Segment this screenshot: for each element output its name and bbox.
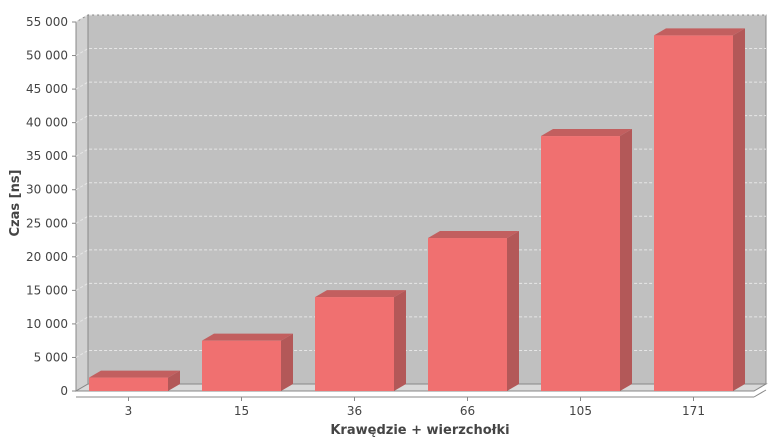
bar-side bbox=[281, 333, 293, 391]
bar bbox=[89, 370, 180, 391]
bar bbox=[541, 129, 632, 391]
bar-front bbox=[315, 297, 394, 391]
bar-front bbox=[202, 340, 281, 391]
bar bbox=[654, 28, 745, 391]
bar-top bbox=[89, 370, 180, 378]
bar-front bbox=[654, 35, 733, 391]
y-axis-title: Czas [ns] bbox=[8, 169, 23, 236]
y-tick-label: 45 000 bbox=[26, 82, 68, 96]
x-tick-label: 3 bbox=[125, 404, 133, 418]
x-tick-label: 105 bbox=[569, 404, 592, 418]
bar-side bbox=[394, 290, 406, 391]
y-tick-label: 5 000 bbox=[34, 350, 68, 364]
bar bbox=[202, 333, 293, 391]
bar-top bbox=[654, 28, 745, 36]
y-tick-label: 55 000 bbox=[26, 15, 68, 29]
bars bbox=[89, 28, 745, 391]
gridline bbox=[75, 349, 766, 358]
gridline bbox=[75, 14, 766, 23]
y-tick-label: 50 000 bbox=[26, 49, 68, 63]
y-tick-label: 0 bbox=[60, 384, 68, 398]
bar-side bbox=[507, 231, 519, 391]
y-tick-label: 40 000 bbox=[26, 116, 68, 130]
x-axis bbox=[76, 389, 767, 398]
gridline bbox=[75, 48, 766, 56]
gridline bbox=[75, 215, 766, 224]
y-tick-label: 10 000 bbox=[26, 317, 68, 331]
y-tick-label: 20 000 bbox=[26, 250, 68, 264]
gridline bbox=[75, 182, 766, 191]
bar-side bbox=[620, 129, 632, 391]
gridline bbox=[75, 81, 766, 90]
gridline bbox=[75, 249, 766, 258]
x-axis-depth-line bbox=[753, 389, 767, 398]
x-tick-label: 15 bbox=[234, 404, 249, 418]
x-axis-title: Krawędzie + wierzchołki bbox=[330, 423, 509, 438]
bar-side bbox=[168, 370, 180, 391]
y-tick-label: 35 000 bbox=[26, 149, 68, 163]
bar-side bbox=[733, 28, 745, 391]
plot-back-wall bbox=[87, 14, 767, 385]
bar-front bbox=[428, 238, 507, 391]
gridline bbox=[75, 115, 766, 124]
y-tick-label: 30 000 bbox=[26, 183, 68, 197]
plot-left-wall bbox=[75, 14, 89, 392]
y-tick-label: 25 000 bbox=[26, 216, 68, 230]
bar bbox=[428, 231, 519, 391]
gridline bbox=[75, 316, 766, 325]
y-tick-label: 15 000 bbox=[26, 283, 68, 297]
bar-top bbox=[541, 129, 632, 137]
bar-top bbox=[428, 231, 519, 239]
x-tick-label: 66 bbox=[460, 404, 475, 418]
gridline bbox=[75, 282, 766, 291]
plot-background bbox=[74, 14, 768, 392]
x-axis-ticks: 3 15 36 66 105 171 bbox=[125, 397, 705, 418]
x-tick-label: 36 bbox=[347, 404, 362, 418]
bar bbox=[315, 290, 406, 391]
gridlines bbox=[75, 14, 766, 358]
bar-top bbox=[202, 333, 293, 341]
gridline bbox=[75, 148, 766, 157]
bar-top bbox=[315, 290, 406, 298]
y-axis-ticks: 0 5 000 10 000 15 000 20 000 25 000 30 000 35 0… bbox=[26, 15, 76, 398]
bar-front bbox=[89, 377, 168, 391]
x-tick-label: 171 bbox=[682, 404, 705, 418]
bar-front bbox=[541, 136, 620, 391]
